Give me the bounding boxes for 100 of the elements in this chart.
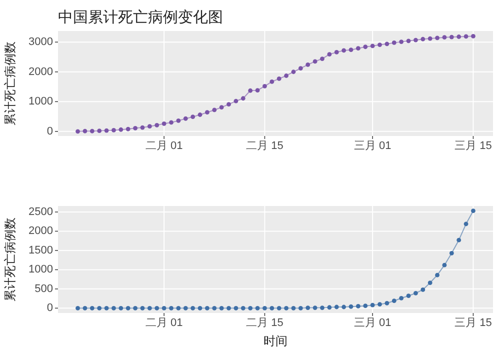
point [363,44,368,50]
point [234,98,238,104]
point [298,66,303,70]
x-tick-label: 二月 15 [246,317,284,329]
y-tick-label: 2000 [28,225,53,238]
point [428,36,432,41]
point [414,38,418,42]
x-tick-label: 二月 15 [246,140,284,152]
point [133,306,138,310]
point [169,120,174,125]
point [82,306,88,310]
point [270,80,274,84]
x-tick-label: 二月 01 [145,140,183,152]
point [384,42,390,46]
y-tick-label: 0 [46,125,53,138]
point [204,306,210,310]
y-tick-label: 1000 [28,264,53,276]
point [198,112,202,117]
point [262,306,267,310]
point [126,306,130,310]
point [348,48,354,52]
point [414,290,418,296]
y-tick-label: 0 [46,302,53,314]
point [464,34,468,39]
point [456,34,462,39]
point [334,50,339,54]
point [284,74,288,78]
point [90,128,94,134]
point [378,302,382,307]
point [104,306,109,310]
point [248,306,253,310]
point [226,306,231,310]
point [342,304,346,310]
point [162,121,166,126]
point [392,40,396,45]
point [198,306,202,310]
point [162,306,166,310]
point [140,306,145,310]
point [291,70,296,74]
point [76,129,80,134]
y-tick-label: 2000 [28,66,53,78]
y-tick-label: 1500 [28,244,53,256]
point [212,306,217,310]
chart-title: 中国累计死亡病例变化图 [58,9,223,26]
point [320,306,324,310]
point [82,128,88,134]
point [442,262,447,268]
x-tick-label: 三月 15 [454,140,492,152]
point [306,62,310,67]
point [370,44,375,48]
point [370,302,375,308]
point [190,306,196,310]
point [154,306,160,310]
point [456,238,462,242]
y-axis-title: 累计死亡病例数 [3,218,17,302]
point [276,306,282,310]
point [183,306,188,310]
point [348,304,354,309]
point [471,208,476,214]
x-tick-label: 三月 15 [454,317,492,329]
point [435,36,440,40]
point [284,306,288,310]
point [97,128,102,134]
point [240,306,246,310]
point [449,34,454,40]
point [306,306,310,310]
point [118,127,124,132]
point [406,294,411,298]
y-tick-label: 1000 [28,96,53,108]
point [363,304,368,308]
point [399,40,404,44]
point [384,300,390,306]
point [255,306,260,310]
point [126,126,130,132]
x-tick-label: 三月 01 [354,317,392,329]
point [190,114,196,120]
x-tick-label: 三月 01 [354,140,392,152]
point [90,306,94,310]
point [234,306,238,310]
point [183,116,188,121]
point [104,128,109,133]
y-tick-label: 3000 [28,36,53,48]
point [464,222,468,226]
point [406,38,411,44]
point [176,118,181,123]
point [327,52,332,57]
point [392,298,396,304]
point [212,108,217,112]
point [219,105,224,110]
point [327,305,332,310]
point [471,34,476,38]
point [342,48,346,53]
point [420,287,426,292]
point [378,42,382,47]
y-axis-title: 累计死亡病例数 [3,42,17,126]
point [449,250,454,256]
point [204,110,210,115]
point [320,56,324,61]
point [147,306,152,310]
point [176,306,181,310]
